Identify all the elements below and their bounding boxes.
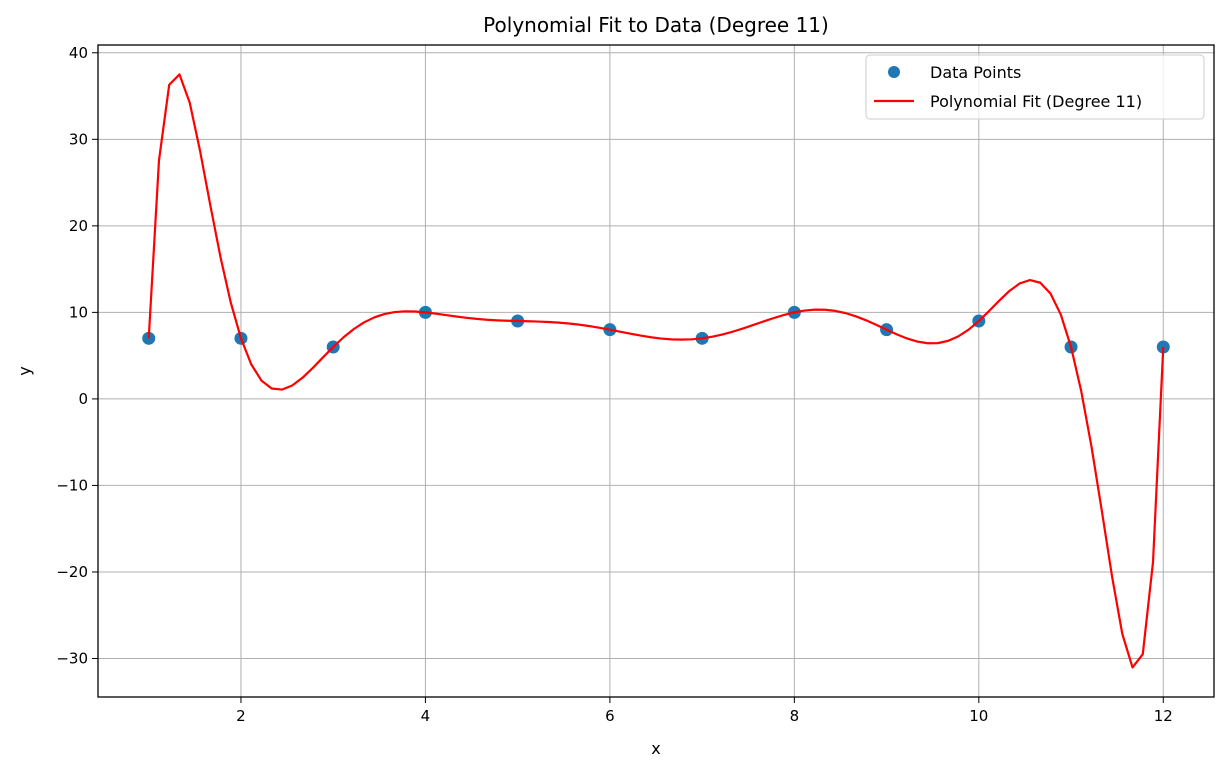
y-tick-label: −10 — [56, 476, 88, 494]
legend-label-fit: Polynomial Fit (Degree 11) — [930, 92, 1142, 111]
legend: Data Points Polynomial Fit (Degree 11) — [865, 54, 1205, 120]
legend-marker-data-points — [888, 66, 900, 78]
x-tick-label: 12 — [1154, 707, 1173, 725]
y-tick-label: −20 — [56, 563, 88, 581]
ticks: 2 4 6 8 10 12 −30 −20 −10 0 10 20 30 40 — [56, 44, 1172, 725]
x-axis-label: x — [651, 739, 660, 758]
y-tick-label: 30 — [69, 130, 88, 148]
grid — [98, 45, 1214, 697]
y-tick-label: 10 — [69, 303, 88, 321]
x-tick-label: 6 — [605, 707, 615, 725]
x-tick-label: 10 — [969, 707, 988, 725]
chart-title: Polynomial Fit to Data (Degree 11) — [483, 13, 829, 37]
y-tick-label: 20 — [69, 217, 88, 235]
x-tick-label: 2 — [236, 707, 246, 725]
y-tick-label: −30 — [56, 649, 88, 667]
legend-box — [865, 54, 1205, 120]
y-axis-label: y — [15, 366, 34, 375]
y-tick-label: 40 — [69, 44, 88, 62]
data-point — [1156, 340, 1170, 354]
x-tick-label: 8 — [790, 707, 800, 725]
x-tick-label: 4 — [421, 707, 431, 725]
plot-area — [142, 73, 1170, 669]
y-tick-label: 0 — [78, 390, 88, 408]
legend-label-data-points: Data Points — [930, 63, 1021, 82]
fit-line — [147, 73, 1165, 669]
axes-frame — [97, 44, 1215, 698]
